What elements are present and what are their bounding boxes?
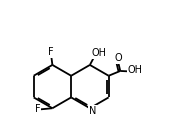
Text: F: F <box>48 47 53 57</box>
Text: O: O <box>115 53 122 63</box>
Text: OH: OH <box>91 48 106 58</box>
Text: OH: OH <box>128 65 143 75</box>
Text: F: F <box>35 104 41 114</box>
Text: N: N <box>89 106 96 116</box>
